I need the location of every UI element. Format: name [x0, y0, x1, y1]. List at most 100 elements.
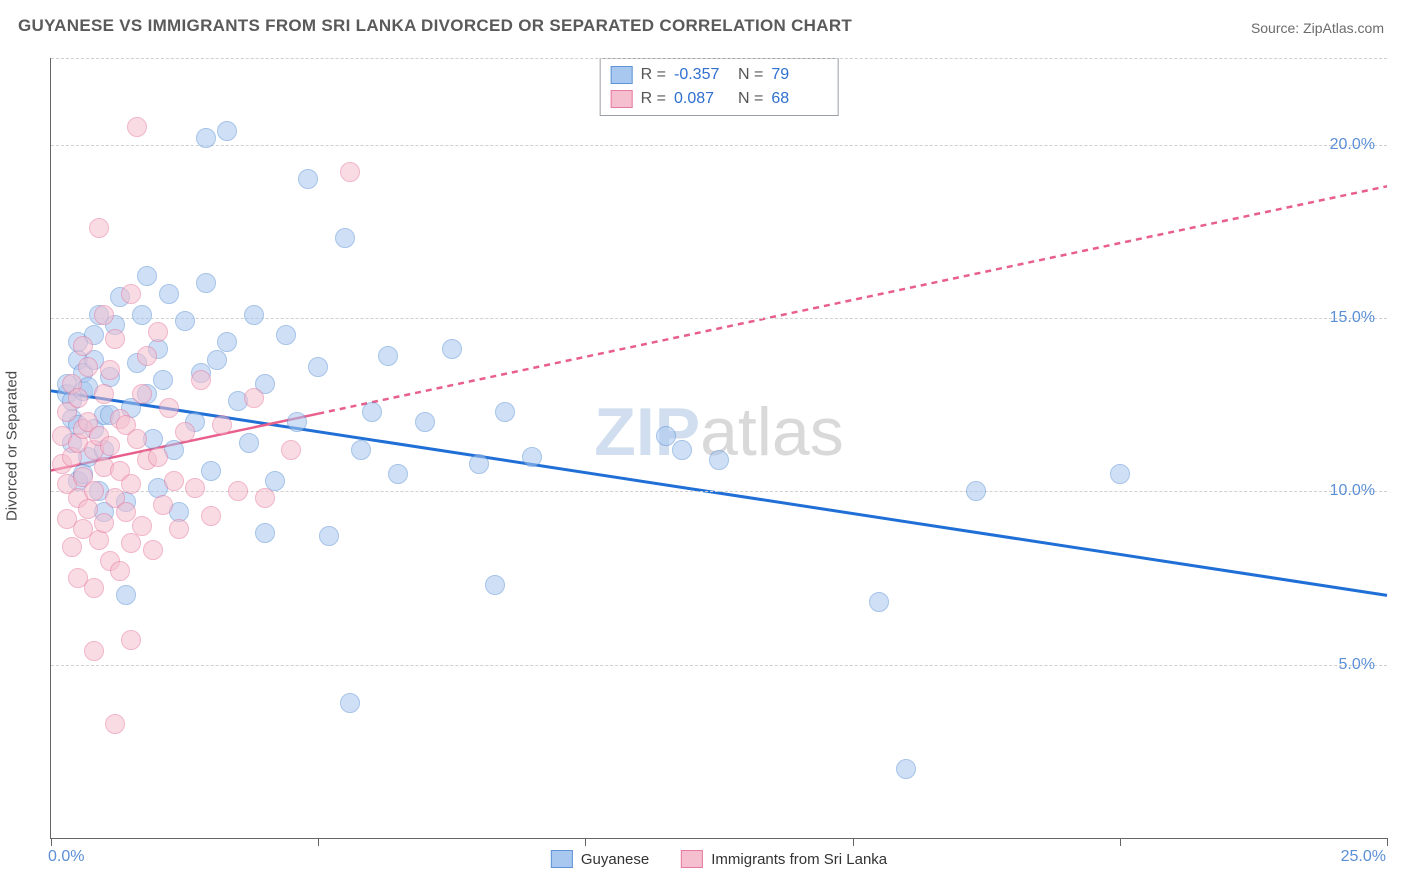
data-point [228, 481, 248, 501]
data-point [132, 305, 152, 325]
data-point [442, 339, 462, 359]
stat-n-label: N = [738, 87, 763, 111]
data-point [212, 415, 232, 435]
data-point [217, 121, 237, 141]
data-point [196, 273, 216, 293]
legend-label: Immigrants from Sri Lanka [711, 851, 887, 868]
legend-series: Guyanese Immigrants from Sri Lanka [551, 850, 887, 868]
plot-area: ZIPatlas R =-0.357N =79R =0.087N =68 Guy… [50, 58, 1387, 839]
data-point [127, 117, 147, 137]
gridline-h [51, 58, 1387, 59]
data-point [244, 388, 264, 408]
data-point [78, 357, 98, 377]
data-point [207, 350, 227, 370]
data-point [378, 346, 398, 366]
data-point [319, 526, 339, 546]
data-point [137, 266, 157, 286]
data-point [94, 513, 114, 533]
data-point [244, 305, 264, 325]
data-point [94, 305, 114, 325]
data-point [100, 360, 120, 380]
data-point [132, 516, 152, 536]
data-point [287, 412, 307, 432]
legend-item: Guyanese [551, 850, 649, 868]
data-point [159, 284, 179, 304]
y-axis-label: Divorced or Separated [4, 371, 21, 521]
data-point [335, 228, 355, 248]
data-point [94, 384, 114, 404]
data-point [175, 422, 195, 442]
data-point [672, 440, 692, 460]
data-point [121, 474, 141, 494]
data-point [255, 488, 275, 508]
gridline-h [51, 665, 1387, 666]
data-point [164, 471, 184, 491]
data-point [89, 218, 109, 238]
data-point [84, 578, 104, 598]
data-point [84, 481, 104, 501]
data-point [137, 346, 157, 366]
stat-r-label: R = [641, 63, 666, 87]
ytick-label: 15.0% [1330, 309, 1375, 327]
data-point [105, 329, 125, 349]
data-point [100, 436, 120, 456]
gridline-h [51, 145, 1387, 146]
ytick-label: 5.0% [1339, 656, 1375, 674]
data-point [169, 519, 189, 539]
data-point [239, 433, 259, 453]
data-point [175, 311, 195, 331]
legend-swatch [551, 850, 573, 868]
data-point [89, 530, 109, 550]
stat-n-value: 68 [771, 87, 827, 111]
data-point [121, 533, 141, 553]
data-point [105, 714, 125, 734]
xtick [1387, 838, 1388, 846]
data-point [196, 128, 216, 148]
x-max-label: 25.0% [1341, 848, 1386, 866]
data-point [485, 575, 505, 595]
data-point [116, 585, 136, 605]
legend-swatch [611, 66, 633, 84]
xtick [51, 838, 52, 846]
data-point [265, 471, 285, 491]
data-point [966, 481, 986, 501]
gridline-h [51, 491, 1387, 492]
xtick [853, 838, 854, 846]
data-point [1110, 464, 1130, 484]
data-point [362, 402, 382, 422]
data-point [191, 370, 211, 390]
data-point [276, 325, 296, 345]
data-point [281, 440, 301, 460]
xtick [1120, 838, 1121, 846]
data-point [201, 506, 221, 526]
data-point [869, 592, 889, 612]
stat-n-value: 79 [771, 63, 827, 87]
data-point [148, 447, 168, 467]
data-point [709, 450, 729, 470]
data-point [127, 429, 147, 449]
ytick-label: 20.0% [1330, 136, 1375, 154]
data-point [121, 284, 141, 304]
data-point [896, 759, 916, 779]
source-label: Source: ZipAtlas.com [1251, 20, 1384, 36]
data-point [388, 464, 408, 484]
data-point [415, 412, 435, 432]
data-point [255, 523, 275, 543]
legend-swatch [681, 850, 703, 868]
ytick-label: 10.0% [1330, 482, 1375, 500]
data-point [351, 440, 371, 460]
xtick [585, 838, 586, 846]
data-point [201, 461, 221, 481]
data-point [522, 447, 542, 467]
data-point [148, 322, 168, 342]
stat-r-label: R = [641, 87, 666, 111]
data-point [308, 357, 328, 377]
stat-r-value: 0.087 [674, 87, 730, 111]
data-point [62, 537, 82, 557]
data-point [298, 169, 318, 189]
data-point [153, 370, 173, 390]
data-point [217, 332, 237, 352]
data-point [153, 495, 173, 515]
data-point [121, 630, 141, 650]
stat-n-label: N = [738, 63, 763, 87]
